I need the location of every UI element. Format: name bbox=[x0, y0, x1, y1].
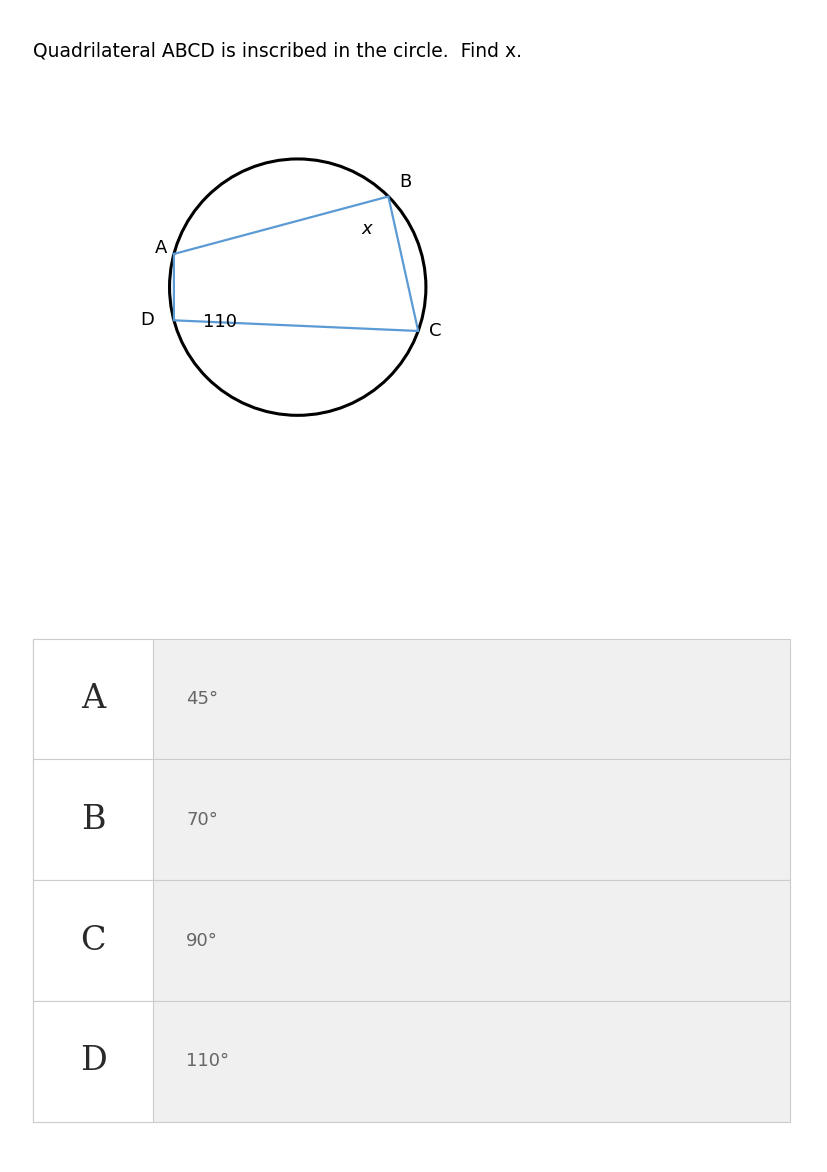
Text: B: B bbox=[81, 804, 105, 836]
Text: D: D bbox=[79, 1045, 107, 1077]
Text: C: C bbox=[80, 925, 106, 956]
Text: D: D bbox=[141, 312, 154, 329]
Text: Quadrilateral ABCD is inscribed in the circle.  Find x.: Quadrilateral ABCD is inscribed in the c… bbox=[33, 41, 522, 60]
Bar bbox=[33, 1001, 153, 1122]
Bar bbox=[33, 639, 790, 759]
Text: 110: 110 bbox=[203, 313, 237, 332]
Text: B: B bbox=[399, 173, 411, 191]
Text: A: A bbox=[155, 239, 167, 258]
Bar bbox=[33, 759, 153, 880]
Text: $x$: $x$ bbox=[361, 219, 375, 238]
Bar bbox=[33, 880, 790, 1001]
Text: 70°: 70° bbox=[186, 811, 218, 829]
Bar bbox=[33, 759, 790, 880]
Text: C: C bbox=[428, 322, 442, 340]
Text: 90°: 90° bbox=[186, 932, 218, 949]
Bar bbox=[33, 639, 153, 759]
Text: 110°: 110° bbox=[186, 1052, 229, 1070]
Text: A: A bbox=[81, 683, 105, 715]
Text: 45°: 45° bbox=[186, 690, 218, 708]
Bar bbox=[33, 880, 153, 1001]
Bar bbox=[33, 1001, 790, 1122]
